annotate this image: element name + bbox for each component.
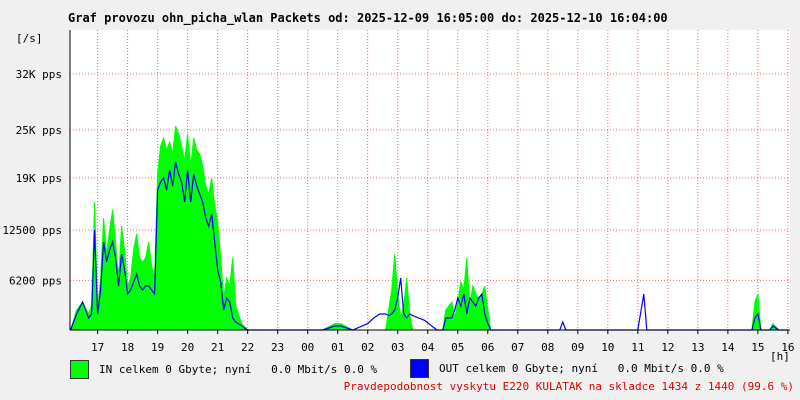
x-tick-label: 00	[301, 341, 314, 354]
x-tick-label: 01	[331, 341, 344, 354]
x-tick-label: 07	[511, 341, 524, 354]
y-tick-label: 19K pps	[16, 172, 62, 185]
x-tick-label: 12	[661, 341, 674, 354]
y-tick-label: 32K pps	[16, 68, 62, 81]
x-tick-label: 08	[541, 341, 554, 354]
x-tick-label: 03	[391, 341, 404, 354]
x-tick-label: 19	[151, 341, 164, 354]
y-axis-unit-label: [/s]	[16, 32, 43, 45]
chart-title: Graf provozu ohn_picha_wlan Packets od: …	[68, 11, 668, 25]
x-tick-label: 18	[121, 341, 134, 354]
x-axis-unit-label: [h]	[770, 350, 790, 363]
x-tick-label: 15	[751, 341, 764, 354]
legend-out-swatch	[410, 359, 429, 378]
x-tick-label: 16	[781, 341, 794, 354]
x-tick-label: 06	[481, 341, 494, 354]
legend-in: IN celkem 0 Gbyte; nyní 0.0 Mbit/s 0.0 %	[70, 360, 377, 379]
y-tick-label: 25K pps	[16, 124, 62, 137]
y-tick-label: 12500 pps	[2, 224, 62, 237]
y-tick-label: 6200 pps	[9, 274, 62, 287]
legend-in-text: IN celkem 0 Gbyte; nyní 0.0 Mbit/s 0.0 %	[99, 363, 378, 376]
x-tick-label: 11	[631, 341, 644, 354]
x-tick-label: 13	[691, 341, 704, 354]
x-tick-label: 10	[601, 341, 614, 354]
x-tick-label: 09	[571, 341, 584, 354]
x-tick-label: 21	[211, 341, 224, 354]
x-tick-label: 14	[721, 341, 735, 354]
x-tick-label: 04	[421, 341, 435, 354]
x-tick-label: 20	[181, 341, 194, 354]
x-tick-label: 17	[91, 341, 104, 354]
legend-in-swatch	[70, 360, 89, 379]
legend-out-text: OUT celkem 0 Gbyte; nyní 0.0 Mbit/s 0.0 …	[439, 362, 724, 375]
footer-note: Pravdepodobnost vyskytu E220 KULATAK na …	[343, 380, 794, 393]
x-tick-label: 05	[451, 341, 464, 354]
x-tick-label: 22	[241, 341, 254, 354]
x-tick-label: 23	[271, 341, 284, 354]
legend-out: OUT celkem 0 Gbyte; nyní 0.0 Mbit/s 0.0 …	[410, 359, 724, 378]
x-tick-label: 02	[361, 341, 374, 354]
